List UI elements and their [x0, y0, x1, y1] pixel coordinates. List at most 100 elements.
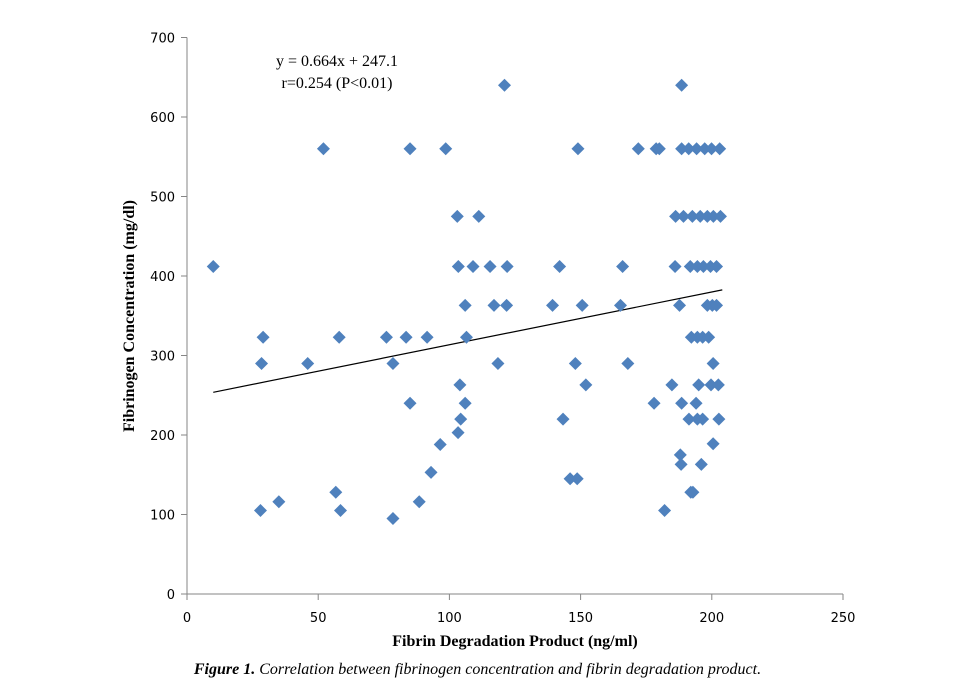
y-tick-label: 400: [150, 270, 175, 285]
x-axis-title: Fibrin Degradation Product (ng/ml): [392, 633, 637, 650]
data-point: [334, 504, 348, 518]
data-point: [713, 142, 727, 156]
data-point: [500, 298, 514, 312]
data-point: [458, 298, 472, 312]
y-axis-title: Fibrinogen Concentration (mg/dl): [121, 200, 138, 432]
data-point: [631, 142, 645, 156]
x-tick-label: 0: [183, 611, 191, 626]
data-point: [412, 495, 426, 509]
scatter-chart: 0 100 200 300 400 500 600 700 0 50 100 150 200 250 y…: [121, 32, 856, 651]
x-tick-label: 50: [310, 611, 327, 626]
data-point: [704, 378, 718, 392]
data-point: [696, 259, 710, 273]
data-point: [256, 330, 270, 344]
y-tick-label: 700: [150, 32, 175, 47]
data-point: [682, 412, 696, 426]
data-point: [556, 412, 570, 426]
data-point: [399, 330, 413, 344]
data-point: [673, 448, 687, 462]
data-point: [669, 209, 683, 223]
x-tick-label: 200: [699, 611, 724, 626]
data-point: [386, 356, 400, 370]
data-point: [272, 495, 286, 509]
data-point: [675, 142, 689, 156]
data-point: [658, 504, 672, 518]
data-point: [332, 330, 346, 344]
data-point: [713, 209, 727, 223]
data-point: [329, 485, 343, 499]
data-point: [563, 472, 577, 486]
data-point: [424, 465, 438, 479]
data-point: [451, 426, 465, 440]
data-point: [453, 378, 467, 392]
figure-label: Figure 1.: [193, 661, 256, 678]
data-point: [702, 330, 716, 344]
data-point: [491, 356, 505, 370]
x-tick-label: 250: [831, 611, 856, 626]
data-point: [683, 259, 697, 273]
correlation-coefficient: r=0.254 (P<0.01): [282, 75, 393, 92]
data-point: [692, 378, 706, 392]
data-point: [685, 209, 699, 223]
data-point: [698, 142, 712, 156]
data-point: [613, 298, 627, 312]
data-point: [487, 298, 501, 312]
data-point: [253, 504, 267, 518]
data-point: [403, 142, 417, 156]
data-point: [579, 378, 593, 392]
data-point: [483, 259, 497, 273]
data-point: [458, 396, 472, 410]
data-point: [647, 396, 661, 410]
data-point: [710, 298, 724, 312]
figure-caption: Figure 1. Correlation between fibrinogen…: [0, 661, 955, 679]
regression-equation: y = 0.664x + 247.1: [276, 53, 398, 70]
data-point: [301, 356, 315, 370]
data-point: [675, 78, 689, 92]
x-tick-label: 100: [437, 611, 462, 626]
data-point: [665, 378, 679, 392]
data-point: [712, 412, 726, 426]
y-tick-label: 0: [167, 588, 175, 603]
x-tick-label: 150: [568, 611, 593, 626]
data-point: [570, 472, 584, 486]
data-point: [386, 511, 400, 525]
data-point: [316, 142, 330, 156]
data-point: [454, 412, 468, 426]
data-point: [689, 396, 703, 410]
data-point: [616, 259, 630, 273]
data-point: [682, 142, 696, 156]
data-point: [255, 356, 269, 370]
data-point: [439, 142, 453, 156]
data-point: [675, 396, 689, 410]
data-point: [690, 142, 704, 156]
data-point: [451, 259, 465, 273]
data-point: [571, 142, 585, 156]
data-point: [379, 330, 393, 344]
data-point: [710, 259, 724, 273]
y-axis: 0 100 200 300 400 500 600 700: [150, 32, 188, 603]
data-point: [673, 298, 687, 312]
data-point: [546, 298, 560, 312]
data-point: [706, 437, 720, 451]
data-point: [711, 378, 725, 392]
data-point: [686, 485, 700, 499]
data-point: [694, 457, 708, 471]
data-point: [706, 356, 720, 370]
y-tick-label: 500: [150, 191, 175, 206]
data-point: [498, 78, 512, 92]
data-point: [420, 330, 434, 344]
data-point: [693, 209, 707, 223]
data-point: [668, 259, 682, 273]
y-tick-label: 200: [150, 429, 175, 444]
data-point: [568, 356, 582, 370]
data-point: [705, 142, 719, 156]
data-point: [472, 209, 486, 223]
data-point: [500, 259, 514, 273]
data-point: [459, 330, 473, 344]
data-point: [450, 209, 464, 223]
data-point: [706, 209, 720, 223]
data-point: [553, 259, 567, 273]
data-point: [403, 396, 417, 410]
data-point: [652, 142, 666, 156]
data-point: [676, 209, 690, 223]
